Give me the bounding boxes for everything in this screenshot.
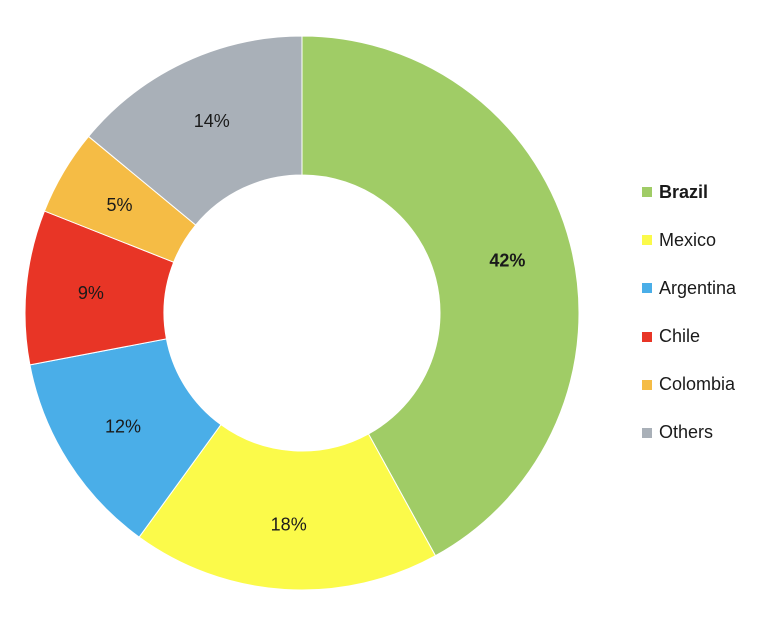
slice-label-argentina: 12% — [105, 417, 141, 437]
slice-label-others: 14% — [194, 111, 230, 131]
slice-mexico — [138, 423, 437, 591]
legend-item-mexico: Mexico — [642, 228, 767, 252]
slice-label-colombia: 5% — [107, 195, 133, 215]
slice-label-chile: 9% — [78, 283, 104, 303]
legend-swatch-mexico — [642, 235, 652, 246]
legend-swatch-brazil — [642, 187, 652, 197]
legend-label-brazil: Brazil — [659, 181, 709, 202]
slice-argentina — [29, 338, 222, 538]
legend-item-chile: Chile — [642, 325, 767, 349]
legend-label-others: Others — [659, 422, 714, 443]
legend-swatch-argentina — [642, 283, 652, 294]
slice-label-brazil: 42% — [489, 250, 525, 270]
legend-swatch-colombia — [642, 379, 652, 390]
legend-label-chile: Chile — [659, 326, 701, 347]
legend-swatch-others — [642, 427, 652, 438]
legend-item-brazil: Brazil — [642, 180, 767, 204]
legend-label-argentina: Argentina — [659, 277, 737, 298]
slice-brazil — [301, 35, 580, 557]
slice-label-mexico: 18% — [271, 515, 307, 535]
legend-label-colombia: Colombia — [659, 374, 736, 395]
legend-item-argentina: Argentina — [642, 276, 767, 300]
legend-label-mexico: Mexico — [659, 229, 717, 250]
legend-item-colombia: Colombia — [642, 373, 767, 397]
donut-chart-svg: 42% 18% 12% 9% 5% 14% — [24, 35, 580, 591]
donut-chart: 42% 18% 12% 9% 5% 14% — [24, 35, 580, 591]
legend-item-others: Others — [642, 421, 767, 445]
slice-others — [87, 35, 303, 226]
legend-swatch-chile — [642, 331, 652, 342]
chart-legend: Brazil Mexico Argentina Chile Colombia O… — [642, 180, 767, 469]
